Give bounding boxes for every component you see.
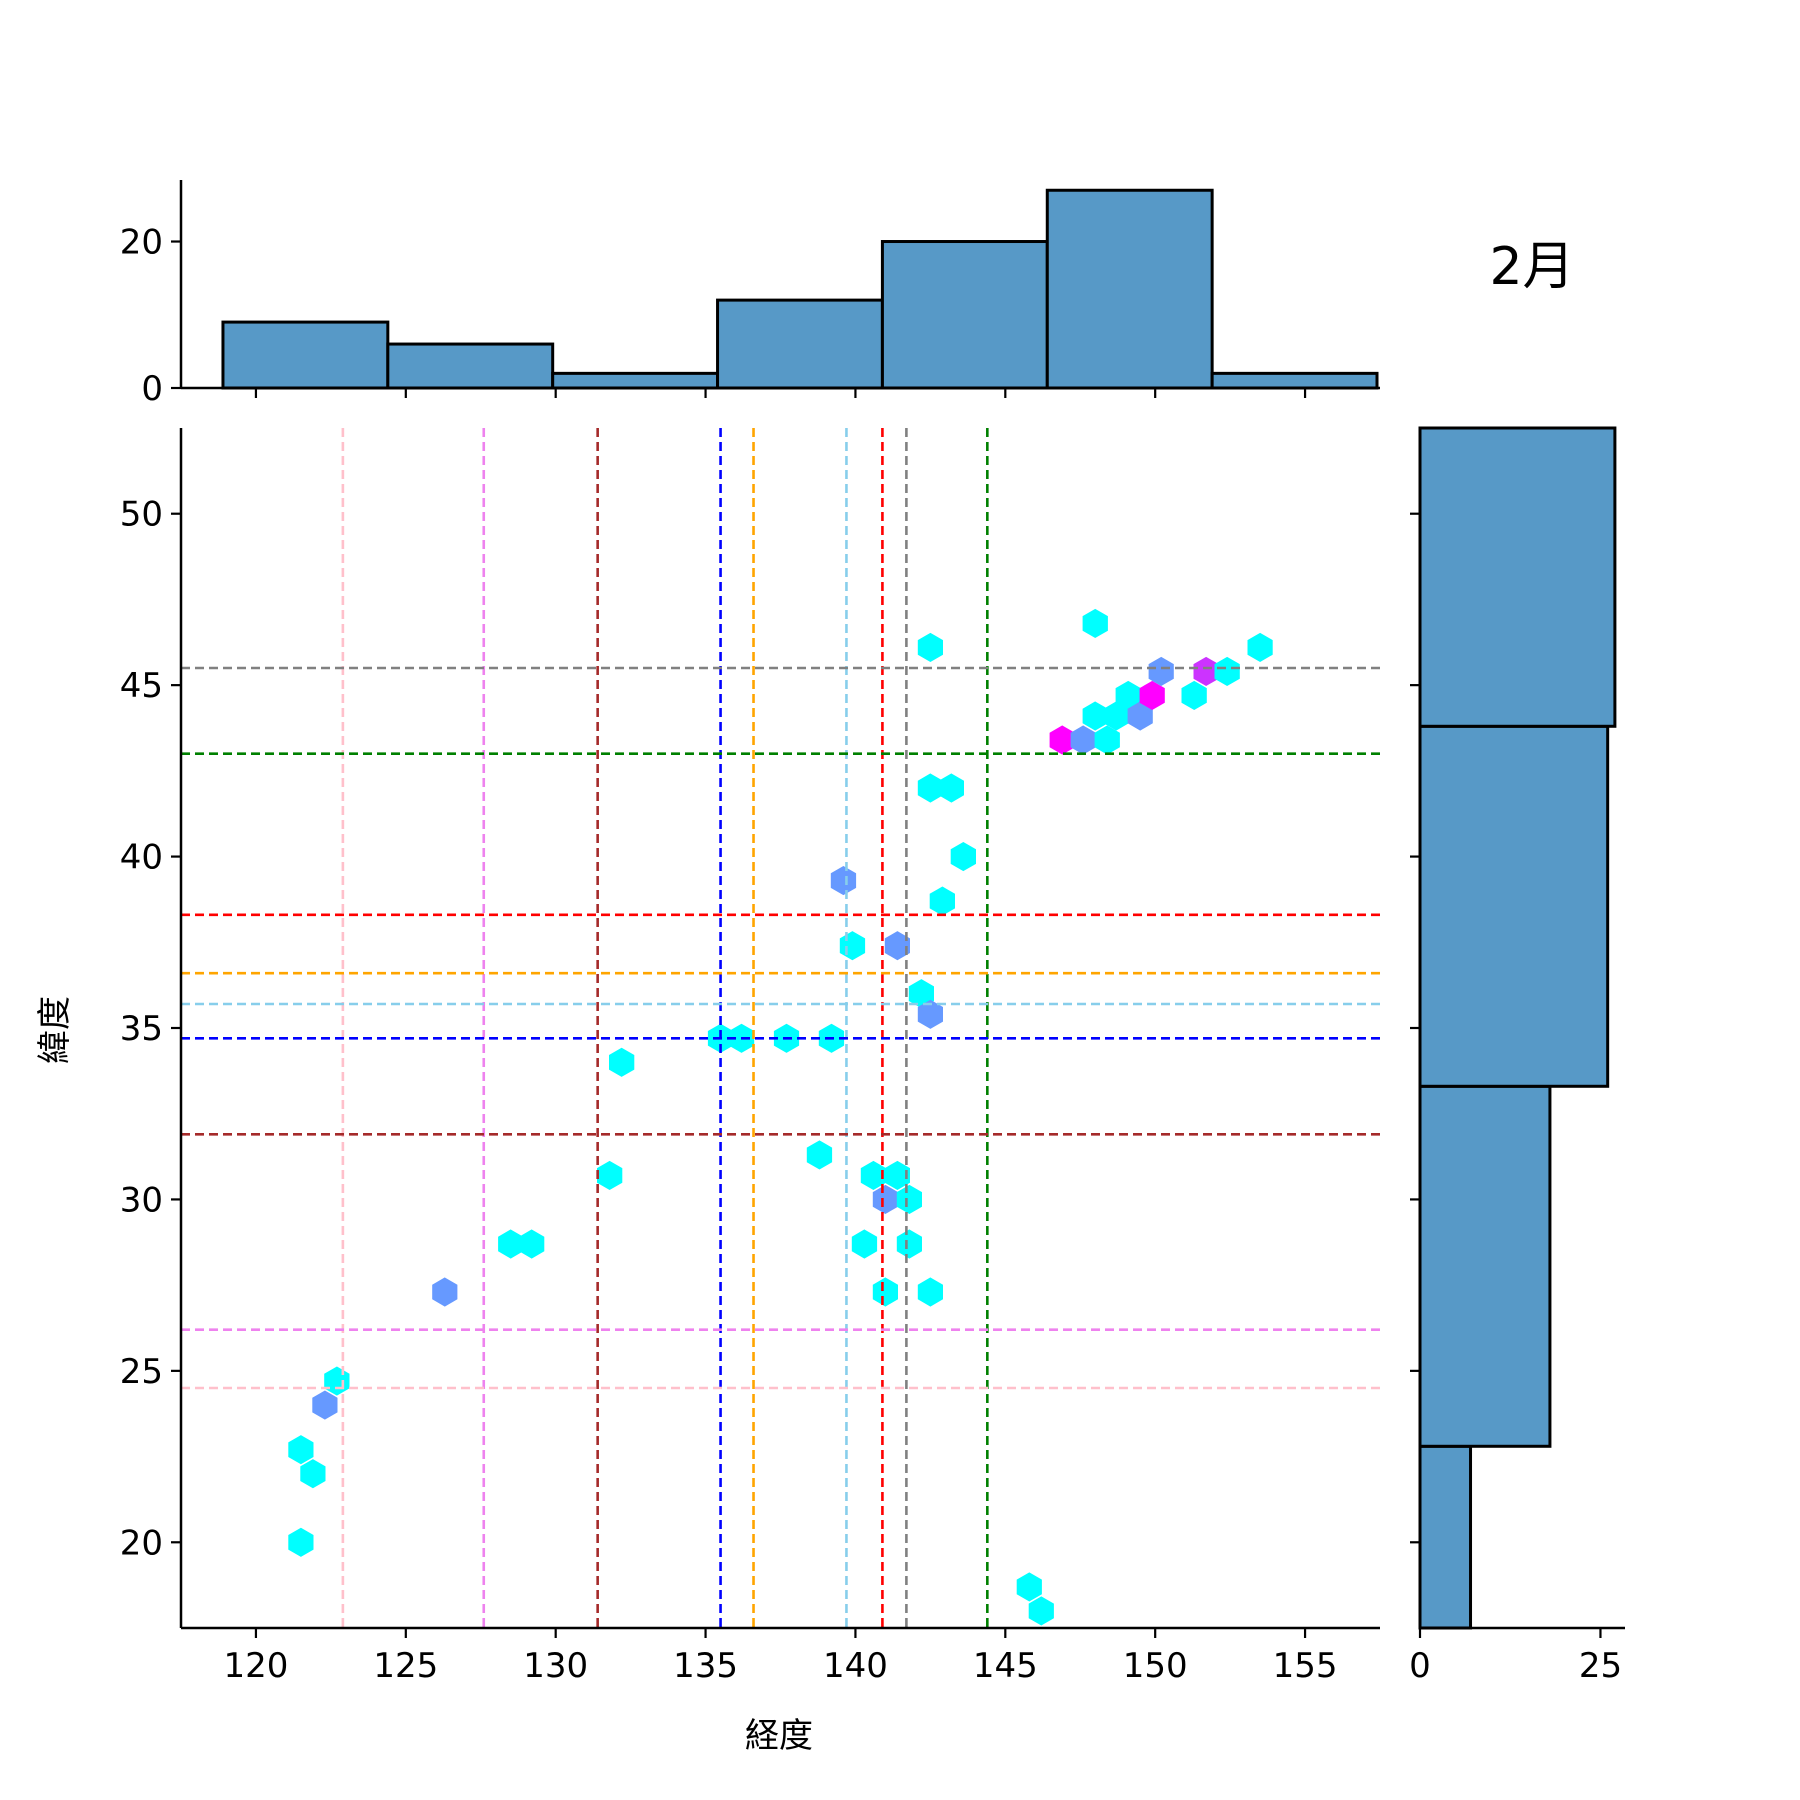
y-tick-label: 45 — [120, 666, 163, 706]
right-hist-bar — [1418, 1444, 1473, 1630]
hexbin-cell — [839, 931, 866, 961]
y-tick-label: 50 — [120, 495, 163, 535]
y-tick-label: 25 — [120, 1352, 163, 1392]
hexbin-cell — [896, 1184, 922, 1214]
hexbin-cell — [288, 1435, 314, 1465]
hexbin-cell — [1247, 632, 1273, 662]
top-hist-bar — [716, 298, 884, 390]
x-tick-label: 155 — [1273, 1646, 1338, 1686]
hexbin-cell — [1082, 608, 1108, 638]
chart-title: 2月 — [1489, 237, 1574, 297]
hexbin-cell — [597, 1160, 623, 1190]
hexbin-cell — [324, 1366, 350, 1396]
hexbin-cell — [929, 886, 955, 916]
hexbin-cell — [917, 1277, 943, 1307]
hexbin-cell — [938, 773, 964, 803]
hexbin-cell — [609, 1047, 635, 1077]
right-hist-bar — [1418, 1084, 1552, 1448]
hexbin-cell — [1214, 656, 1240, 686]
right-hist-x-tick-label: 0 — [1409, 1646, 1431, 1686]
right-hist-bar — [1418, 426, 1617, 728]
top-hist-bar — [221, 320, 390, 390]
hexbin-cell — [519, 1229, 545, 1259]
top-hist-bar — [1045, 188, 1214, 390]
y-tick-label: 40 — [120, 838, 163, 878]
main-hexbin-plot — [181, 428, 1380, 1628]
x-tick-label: 145 — [973, 1646, 1038, 1686]
hexbin-cell — [851, 1229, 878, 1259]
hexbin-cell — [1028, 1596, 1054, 1626]
right-hist-bar — [1418, 724, 1610, 1088]
hexbin-cell — [917, 999, 943, 1029]
top-hist-y-tick-label: 0 — [141, 369, 163, 409]
hexbin-cell — [1016, 1572, 1042, 1602]
x-tick-label: 150 — [1123, 1646, 1188, 1686]
hexbin-cell — [917, 632, 943, 662]
reference-lines — [181, 428, 1380, 1628]
hexbin-cell — [884, 1160, 910, 1190]
top-hist-bar — [1210, 371, 1379, 390]
hexbin-cell — [1070, 725, 1096, 755]
hexbin-cell — [896, 1229, 922, 1259]
hexbin-cell — [432, 1277, 458, 1307]
top-histogram — [221, 188, 1379, 390]
right-histogram — [1418, 426, 1617, 1630]
hexbin-cell — [950, 842, 976, 872]
hexbin-cell — [288, 1527, 314, 1557]
y-axis-label: 緯度 — [35, 996, 75, 1064]
top-hist-bar — [880, 240, 1049, 390]
hexbin-cell — [872, 1184, 898, 1214]
top-hist-bar — [551, 371, 720, 390]
x-tick-label: 125 — [373, 1646, 438, 1686]
hexbin-cell — [300, 1459, 326, 1489]
hexbin-cell — [1139, 680, 1165, 710]
hexbin-cell — [806, 1140, 833, 1170]
hexbin-cell — [884, 931, 910, 961]
y-tick-label: 30 — [120, 1180, 163, 1220]
right-hist-x-tick-label: 25 — [1579, 1646, 1622, 1686]
y-tick-label: 35 — [120, 1009, 163, 1049]
axes: 120 125 130 135 140 145 150 155 20 25 30 35 40 45 50 0 2… — [120, 180, 1625, 1686]
hexbin-cells — [288, 608, 1273, 1626]
hexbin-cell — [312, 1390, 338, 1420]
x-tick-label: 140 — [823, 1646, 888, 1686]
x-tick-label: 135 — [673, 1646, 738, 1686]
hexbin-cell — [1148, 656, 1174, 686]
hexbin-cell — [830, 866, 857, 896]
y-tick-label: 20 — [120, 1523, 163, 1563]
top-hist-y-tick-label: 20 — [120, 223, 163, 263]
x-tick-label: 120 — [223, 1646, 288, 1686]
hexbin-cell — [872, 1277, 898, 1307]
top-hist-bar — [386, 342, 555, 390]
hexbin-cell — [1181, 680, 1207, 710]
x-axis-label: 経度 — [745, 1716, 813, 1756]
x-tick-label: 130 — [523, 1646, 588, 1686]
